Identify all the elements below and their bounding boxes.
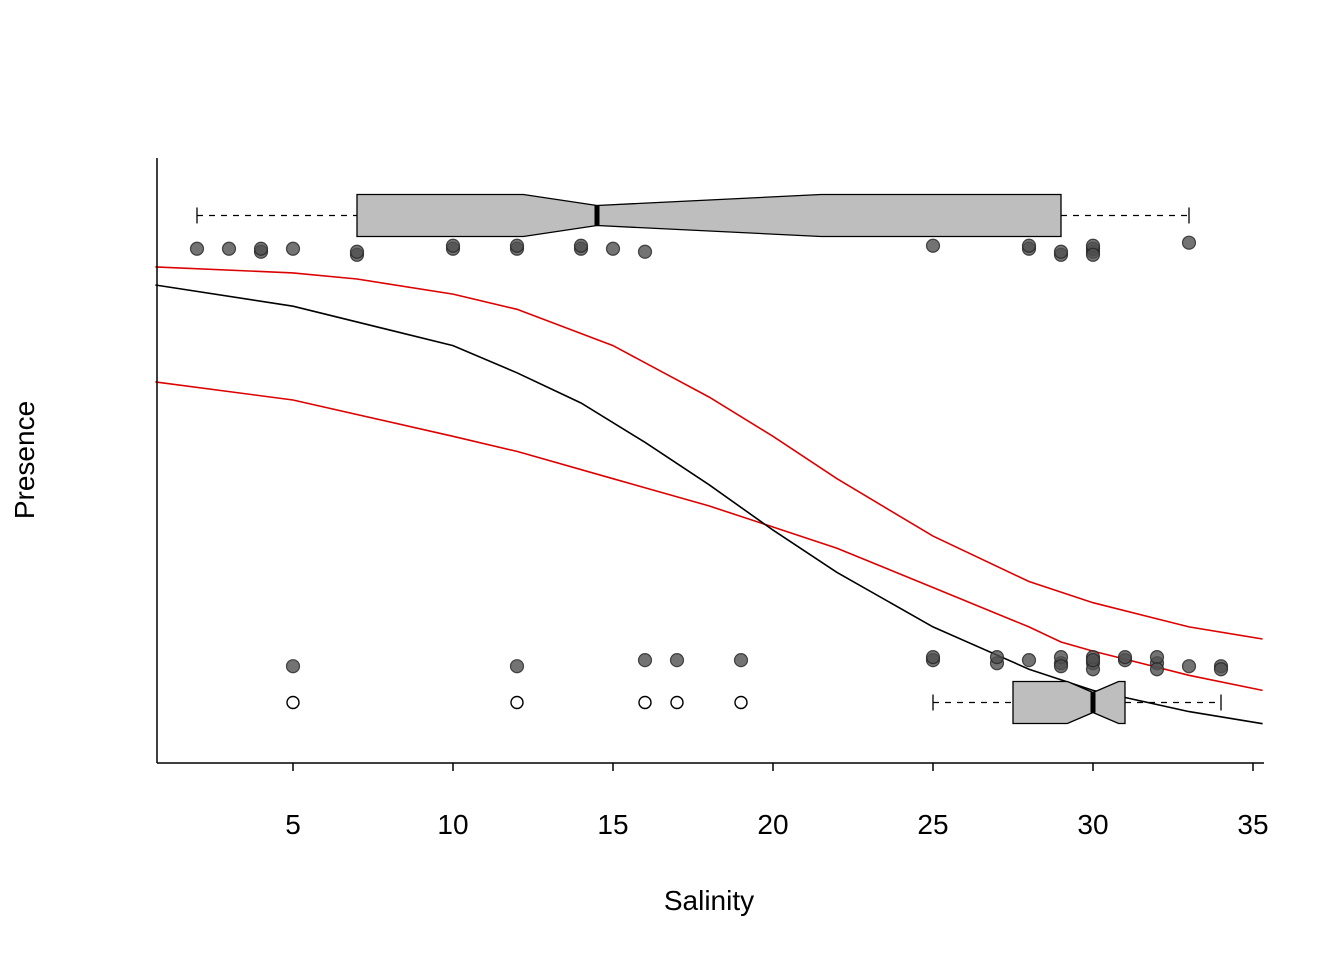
plot-area: [155, 193, 1263, 725]
data-point-absent: [1117, 650, 1133, 665]
data-point-present: [1181, 235, 1197, 250]
boxplot-absent-box: [1012, 680, 1126, 725]
data-point-absent: [925, 650, 941, 665]
x-tick-label: 25: [917, 809, 948, 840]
data-point-present: [285, 241, 301, 256]
data-point-absent: [669, 653, 685, 668]
data-point-present: [253, 241, 269, 256]
x-tick-label: 20: [757, 809, 788, 840]
x-tick-label: 35: [1237, 809, 1268, 840]
data-point-absent: [1053, 659, 1069, 674]
data-point-absent: [989, 650, 1005, 665]
data-point-present: [349, 244, 365, 259]
boxplot-absent-outlier: [510, 695, 524, 710]
data-point-present: [445, 238, 461, 253]
boxplot-absent-outlier: [734, 695, 748, 710]
data-point-present: [1085, 247, 1101, 262]
data-point-absent: [637, 653, 653, 668]
data-point-absent: [1149, 662, 1165, 677]
data-point-present: [573, 238, 589, 253]
x-tick-label: 10: [437, 809, 468, 840]
data-point-absent: [1085, 653, 1101, 668]
ci-upper-curve: [155, 266, 1263, 640]
boxplot-present-box: [356, 193, 1062, 238]
y-axis-title: Presence: [9, 401, 40, 519]
data-point-present: [605, 241, 621, 256]
data-point-present: [1053, 244, 1069, 259]
data-point-present: [509, 238, 525, 253]
boxplot-absent-outlier: [638, 695, 652, 710]
data-point-absent: [1181, 659, 1197, 674]
x-tick-label: 15: [597, 809, 628, 840]
boxplot-absent-outlier: [286, 695, 300, 710]
data-point-present: [1021, 238, 1037, 253]
data-point-present: [189, 241, 205, 256]
data-point-absent: [509, 659, 525, 674]
data-point-absent: [1213, 662, 1229, 677]
x-tick-label: 30: [1077, 809, 1108, 840]
fit-curve: [155, 284, 1263, 725]
x-tick-label: 5: [285, 809, 301, 840]
x-axis-title: Salinity: [664, 885, 754, 916]
data-point-absent: [733, 653, 749, 668]
data-point-present: [637, 244, 653, 259]
data-point-absent: [1149, 650, 1165, 665]
ci-lower-curve: [155, 381, 1263, 692]
data-point-absent: [285, 659, 301, 674]
data-point-present: [925, 238, 941, 253]
data-point-present: [221, 241, 237, 256]
axes: 5 10 15 20 25 30 35: [156, 158, 1269, 840]
data-point-absent: [1021, 653, 1037, 668]
boxplot-absent-outlier: [670, 695, 684, 710]
